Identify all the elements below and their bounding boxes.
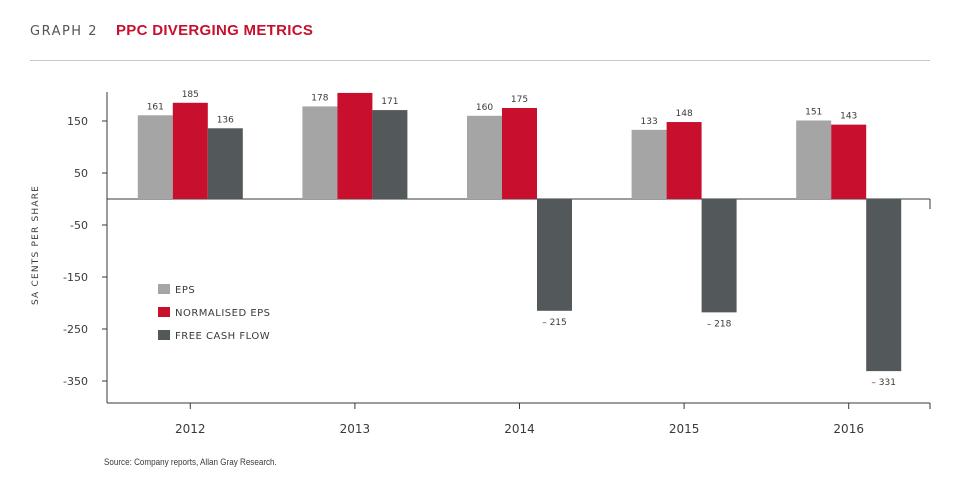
data-label: 161 (147, 102, 164, 112)
y-tick-label: 50 (74, 167, 88, 180)
y-tick-label: -350 (63, 375, 88, 388)
bar-free-cash-flow (537, 199, 572, 311)
x-tick-label: 2015 (669, 422, 700, 436)
header-divider (30, 60, 930, 61)
x-tick-label: 2014 (504, 422, 535, 436)
x-tick-label: 2013 (340, 422, 371, 436)
bar-free-cash-flow (207, 128, 243, 199)
bar-eps (796, 120, 832, 199)
y-axis-label: SA CENTS PER SHARE (31, 185, 41, 305)
data-label: – 215 (542, 318, 567, 328)
data-label: 151 (805, 107, 822, 117)
bar-eps (467, 115, 502, 199)
data-label: – 331 (871, 378, 896, 388)
x-tick-label: 2012 (175, 422, 206, 436)
data-label: 160 (476, 103, 493, 113)
y-tick-label: -50 (70, 219, 88, 232)
bar-free-cash-flow (866, 199, 902, 372)
bar-eps (631, 129, 667, 199)
legend-label: EPS (175, 285, 195, 296)
bar-eps (302, 106, 338, 199)
data-label: – 218 (707, 319, 732, 329)
graph-number-label: GRAPH 2 (30, 24, 98, 39)
data-label: 171 (381, 97, 398, 107)
data-label: 143 (840, 112, 857, 122)
bar-free-cash-flow (701, 199, 737, 313)
data-label: 133 (641, 117, 658, 127)
bar-normalised-eps (502, 108, 537, 199)
data-label: 178 (311, 93, 328, 103)
legend-swatch (158, 284, 170, 294)
bar-free-cash-flow (372, 110, 408, 199)
bar-normalised-eps (172, 102, 208, 199)
bar-normalised-eps (666, 122, 702, 199)
chart-title: PPC DIVERGING METRICS (116, 22, 314, 39)
y-tick-label: -150 (63, 271, 88, 284)
legend-swatch (158, 307, 170, 317)
data-label: 148 (676, 109, 693, 119)
y-tick-label: 150 (67, 115, 88, 128)
data-label: 185 (182, 90, 199, 100)
data-label: 136 (217, 115, 234, 125)
bar-normalised-eps (831, 124, 867, 199)
legend-swatch (158, 330, 170, 340)
legend-label: FREE CASH FLOW (175, 331, 270, 342)
chart-header: GRAPH 2 PPC DIVERGING METRICS (30, 22, 313, 44)
source-note: Source: Company reports, Allan Gray Rese… (104, 457, 277, 468)
legend-label: NORMALISED EPS (175, 308, 271, 319)
x-tick-label: 2016 (833, 422, 864, 436)
bar-eps (137, 115, 173, 199)
bar-normalised-eps (337, 92, 373, 199)
data-label: 175 (511, 95, 528, 105)
y-tick-label: -250 (63, 323, 88, 336)
